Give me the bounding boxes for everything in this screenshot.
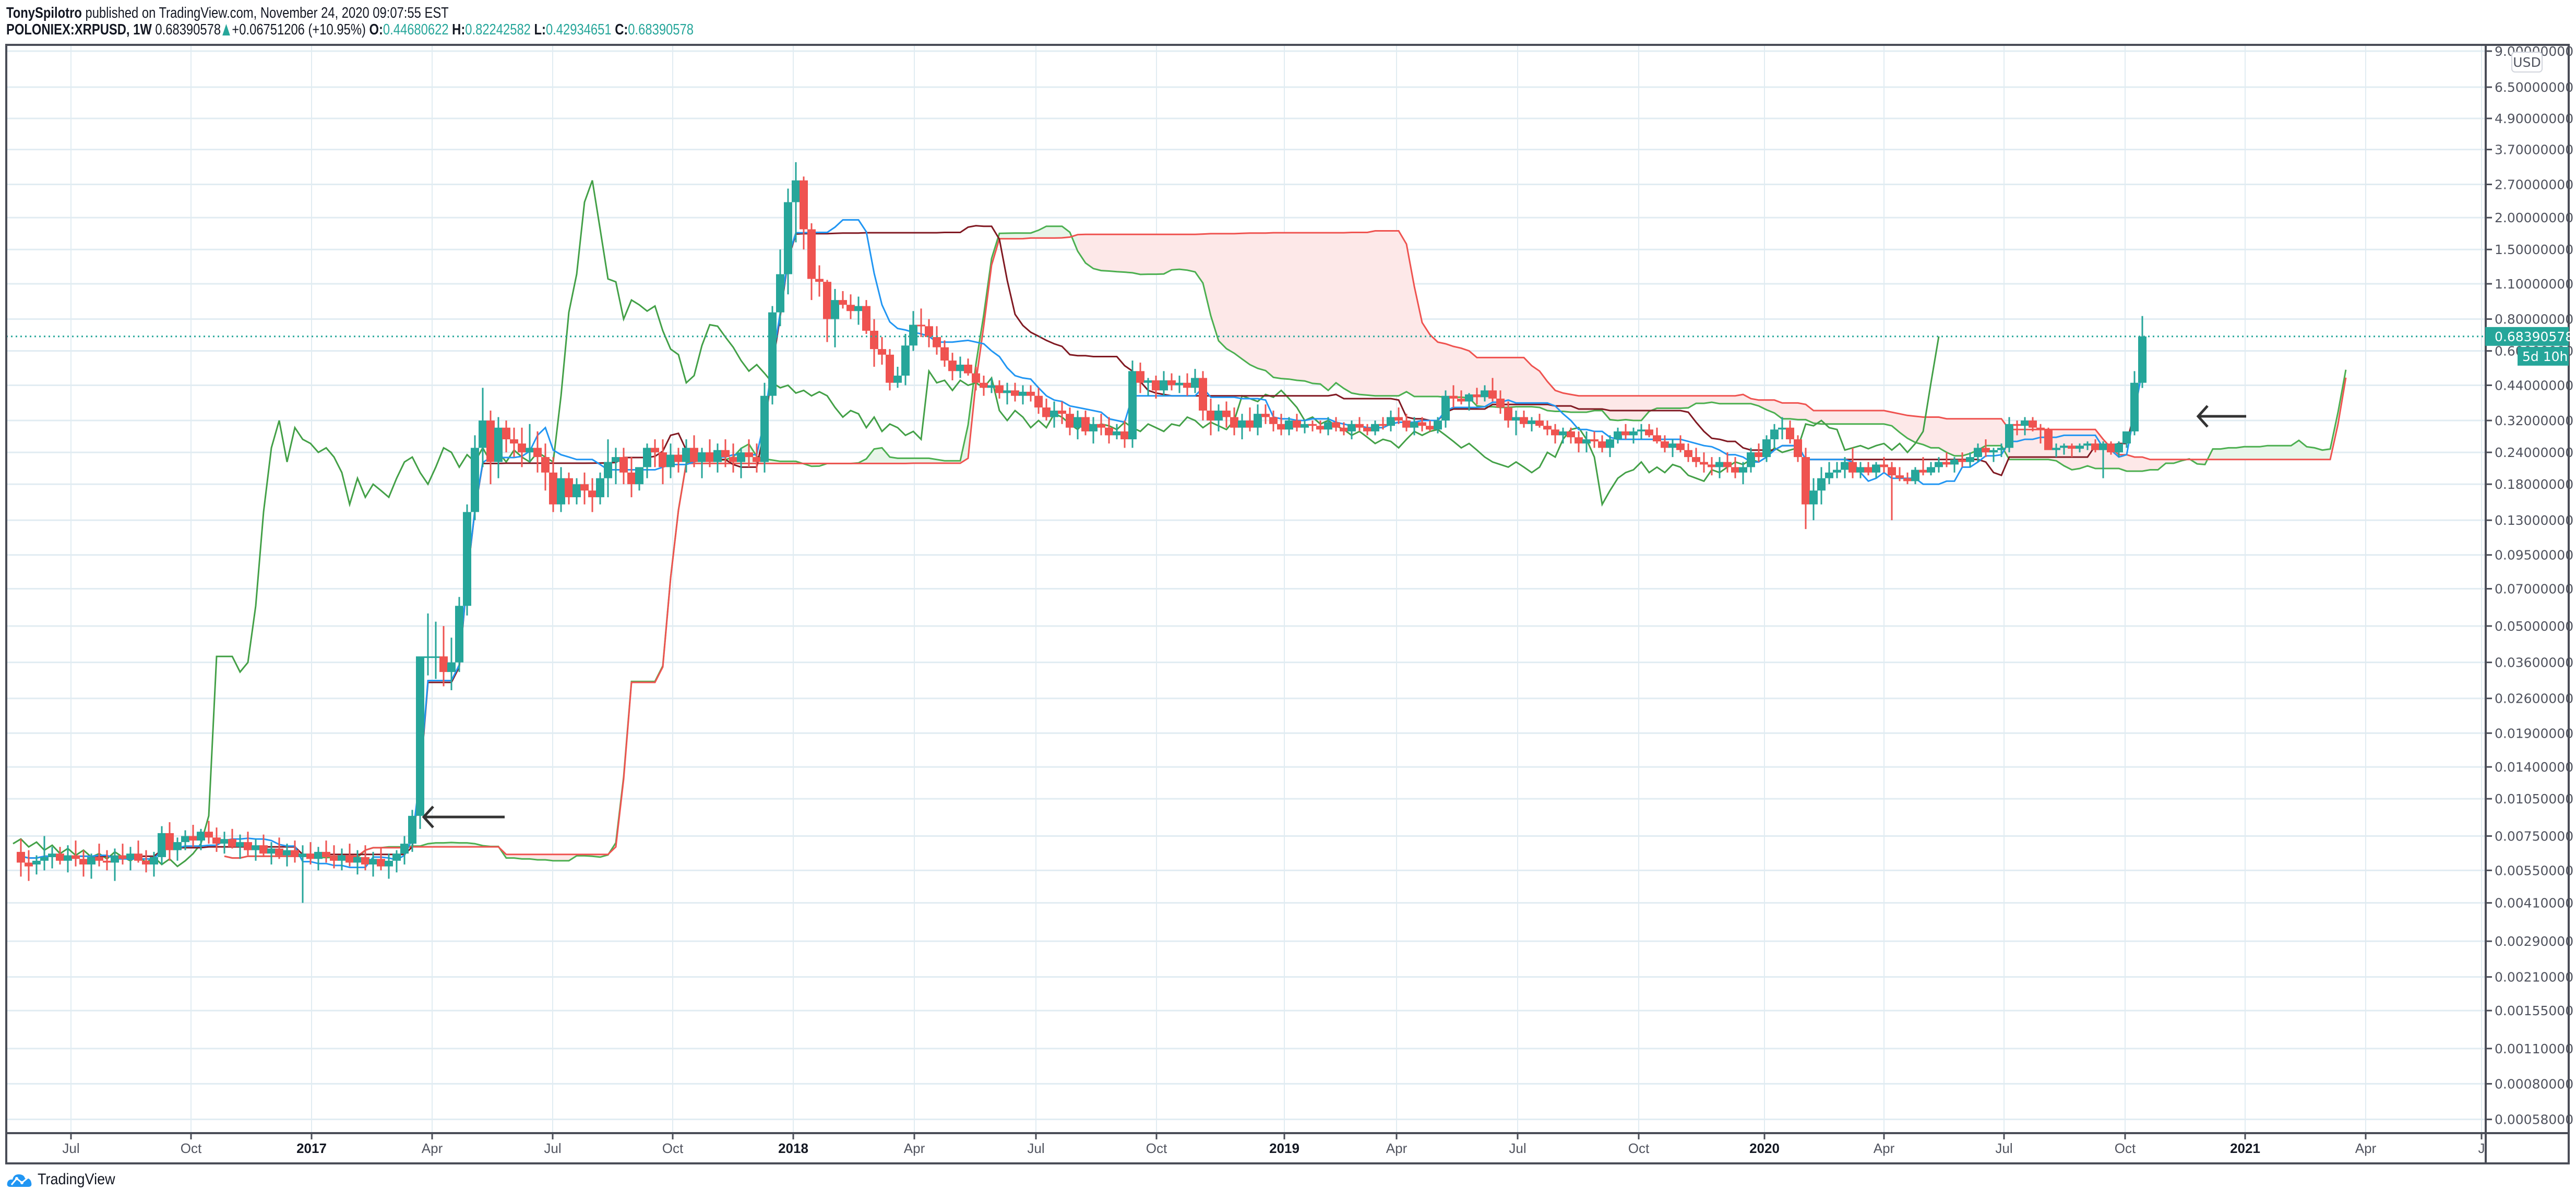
high-value: 0.82242582	[465, 21, 531, 38]
close-label: C:	[615, 21, 628, 38]
tradingview-brand: TradingView	[38, 1171, 115, 1188]
time-tick-label: Oct	[2115, 1140, 2136, 1156]
price-tick-label: 1.50000000	[2495, 242, 2573, 257]
last-price-badge: 0.68390578	[2485, 327, 2573, 346]
price-tick-label: 2.70000000	[2495, 177, 2573, 192]
up-triangle-icon	[222, 24, 231, 35]
ichimoku-cloud	[224, 226, 2346, 861]
time-axis[interactable]: Jul Oct 2017 Apr Jul Oct 2018 Apr Jul Oct 2019 Apr J…	[62, 1133, 2485, 1156]
price-tick-label: 0.18000000	[2495, 477, 2573, 492]
price-tick-label: 1.10000000	[2495, 277, 2573, 292]
price-tick-label: 0.03600000	[2495, 655, 2573, 670]
time-tick-label: Oct	[662, 1140, 684, 1156]
time-tick-label: Jul	[544, 1140, 561, 1156]
time-tick-label: 2021	[2230, 1140, 2260, 1156]
high-label: H:	[452, 21, 466, 38]
price-tick-label: 0.44000000	[2495, 378, 2573, 393]
tradingview-logo-icon	[7, 1174, 32, 1187]
price-tick-label: 0.01050000	[2495, 791, 2573, 807]
time-tick-label: Oct	[181, 1140, 202, 1156]
price-tick-label: 0.00058000	[2495, 1112, 2573, 1127]
low-label: L:	[534, 21, 546, 38]
time-tick-label: Apr	[2355, 1140, 2377, 1156]
time-tick-label: Apr	[904, 1140, 925, 1156]
time-tick-label: 2020	[1749, 1140, 1780, 1156]
published-text: published on TradingView.com, November 2…	[81, 5, 449, 21]
price-tick-label: 0.05000000	[2495, 619, 2573, 634]
svg-text:USD: USD	[2513, 55, 2541, 70]
time-tick-label: Jul	[62, 1140, 79, 1156]
low-value: 0.42934651	[545, 21, 612, 38]
price-tick-label: 0.13000000	[2495, 513, 2573, 528]
time-tick-label: J	[2478, 1140, 2485, 1156]
time-tick-label: Jul	[1027, 1140, 1044, 1156]
price-tick-label: 3.70000000	[2495, 142, 2573, 158]
price-tick-label: 0.07000000	[2495, 582, 2573, 597]
author-name[interactable]: TonySpilotro	[6, 5, 82, 21]
time-tick-label: Apr	[422, 1140, 443, 1156]
open-value: 0.44680622	[383, 21, 449, 38]
close-value: 0.68390578	[628, 21, 694, 38]
candlestick-series	[17, 162, 2146, 903]
svg-text:0.68390578: 0.68390578	[2495, 329, 2573, 344]
price-axis[interactable]: 9.000000006.500000004.900000003.70000000…	[2486, 44, 2573, 1127]
price-tick-label: 0.00750000	[2495, 829, 2573, 844]
time-tick-label: Apr	[1874, 1140, 1895, 1156]
price-tick-label: 0.09500000	[2495, 548, 2573, 563]
price-tick-label: 0.32000000	[2495, 413, 2573, 428]
tradingview-footer[interactable]: TradingView	[6, 1171, 124, 1188]
price-tick-label: 0.24000000	[2495, 445, 2573, 460]
chart-grid	[7, 46, 2486, 1132]
price-change: +0.06751206 (+10.95%)	[232, 21, 366, 38]
time-tick-label: Jul	[1509, 1140, 1526, 1156]
time-tick-label: Jul	[1995, 1140, 2012, 1156]
last-price: 0.68390578	[155, 21, 221, 38]
price-tick-label: 0.00080000	[2495, 1076, 2573, 1091]
price-tick-label: 6.50000000	[2495, 80, 2573, 95]
price-tick-label: 4.90000000	[2495, 111, 2573, 126]
svg-text:5d 10h: 5d 10h	[2522, 349, 2568, 364]
price-tick-label: 0.00155000	[2495, 1003, 2573, 1018]
time-tick-label: 2017	[296, 1140, 327, 1156]
price-tick-label: 0.01900000	[2495, 726, 2573, 741]
price-tick-label: 0.00210000	[2495, 970, 2573, 985]
symbol-legend: POLONIEX:XRPUSD, 1W 0.68390578 +0.0675120…	[6, 21, 694, 39]
price-tick-label: 0.01400000	[2495, 760, 2573, 775]
time-tick-label: 2018	[778, 1140, 808, 1156]
currency-badge[interactable]: USD	[2511, 52, 2543, 73]
arrow-annotations[interactable]	[422, 405, 2246, 828]
price-tick-label: 0.00290000	[2495, 934, 2573, 949]
price-tick-label: 0.00110000	[2495, 1041, 2573, 1056]
open-label: O:	[369, 21, 383, 38]
time-tick-label: Oct	[1146, 1140, 1167, 1156]
price-tick-label: 0.02600000	[2495, 691, 2573, 706]
time-tick-label: 2019	[1269, 1140, 1299, 1156]
countdown-badge: 5d 10h	[2518, 346, 2569, 366]
chart-frame	[5, 44, 2570, 1164]
symbol-name[interactable]: POLONIEX:XRPUSD, 1W	[6, 21, 152, 38]
time-tick-label: Apr	[1386, 1140, 1408, 1156]
price-tick-label: 0.00410000	[2495, 896, 2573, 911]
time-tick-label: Oct	[1628, 1140, 1650, 1156]
publish-info: TonySpilotro published on TradingView.co…	[6, 4, 449, 22]
price-tick-label: 0.80000000	[2495, 312, 2573, 327]
price-tick-label: 2.00000000	[2495, 210, 2573, 225]
price-tick-label: 0.00550000	[2495, 863, 2573, 878]
